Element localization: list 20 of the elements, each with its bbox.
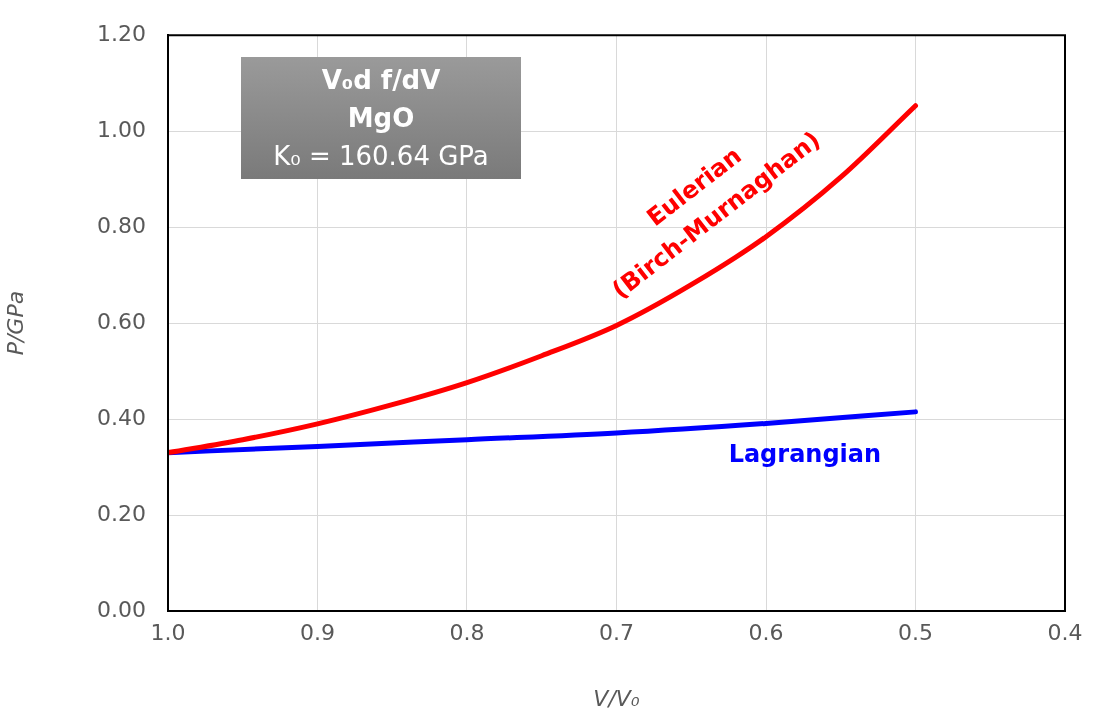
x-tick-label: 0.6 — [748, 619, 784, 645]
y-tick-label: 0.80 — [97, 212, 146, 238]
x-axis-title: V/V₀ — [593, 685, 640, 711]
x-tick-label: 0.9 — [300, 619, 335, 645]
y-tick-label: 1.20 — [97, 20, 146, 46]
x-tick-label: 1.0 — [150, 619, 186, 645]
series-label: Lagrangian — [728, 439, 882, 468]
y-tick-label: 0.40 — [97, 404, 146, 430]
y-tick-label: 0.20 — [97, 500, 146, 526]
y-axis-title: P/GPa — [2, 290, 28, 356]
annotation: V₀d f/dV — [320, 64, 442, 97]
y-tick-label: 0.60 — [97, 308, 146, 334]
x-tick-label: 0.5 — [898, 619, 933, 645]
y-tick-label: 1.00 — [97, 116, 146, 142]
y-tick-label: 0.00 — [97, 596, 146, 622]
annotation: MgO — [346, 102, 416, 135]
annotation: K₀ = 160.64 GPa — [272, 140, 490, 173]
x-tick-label: 0.7 — [599, 619, 634, 645]
x-tick-label: 0.8 — [449, 619, 485, 645]
x-tick-label: 0.4 — [1047, 619, 1083, 645]
